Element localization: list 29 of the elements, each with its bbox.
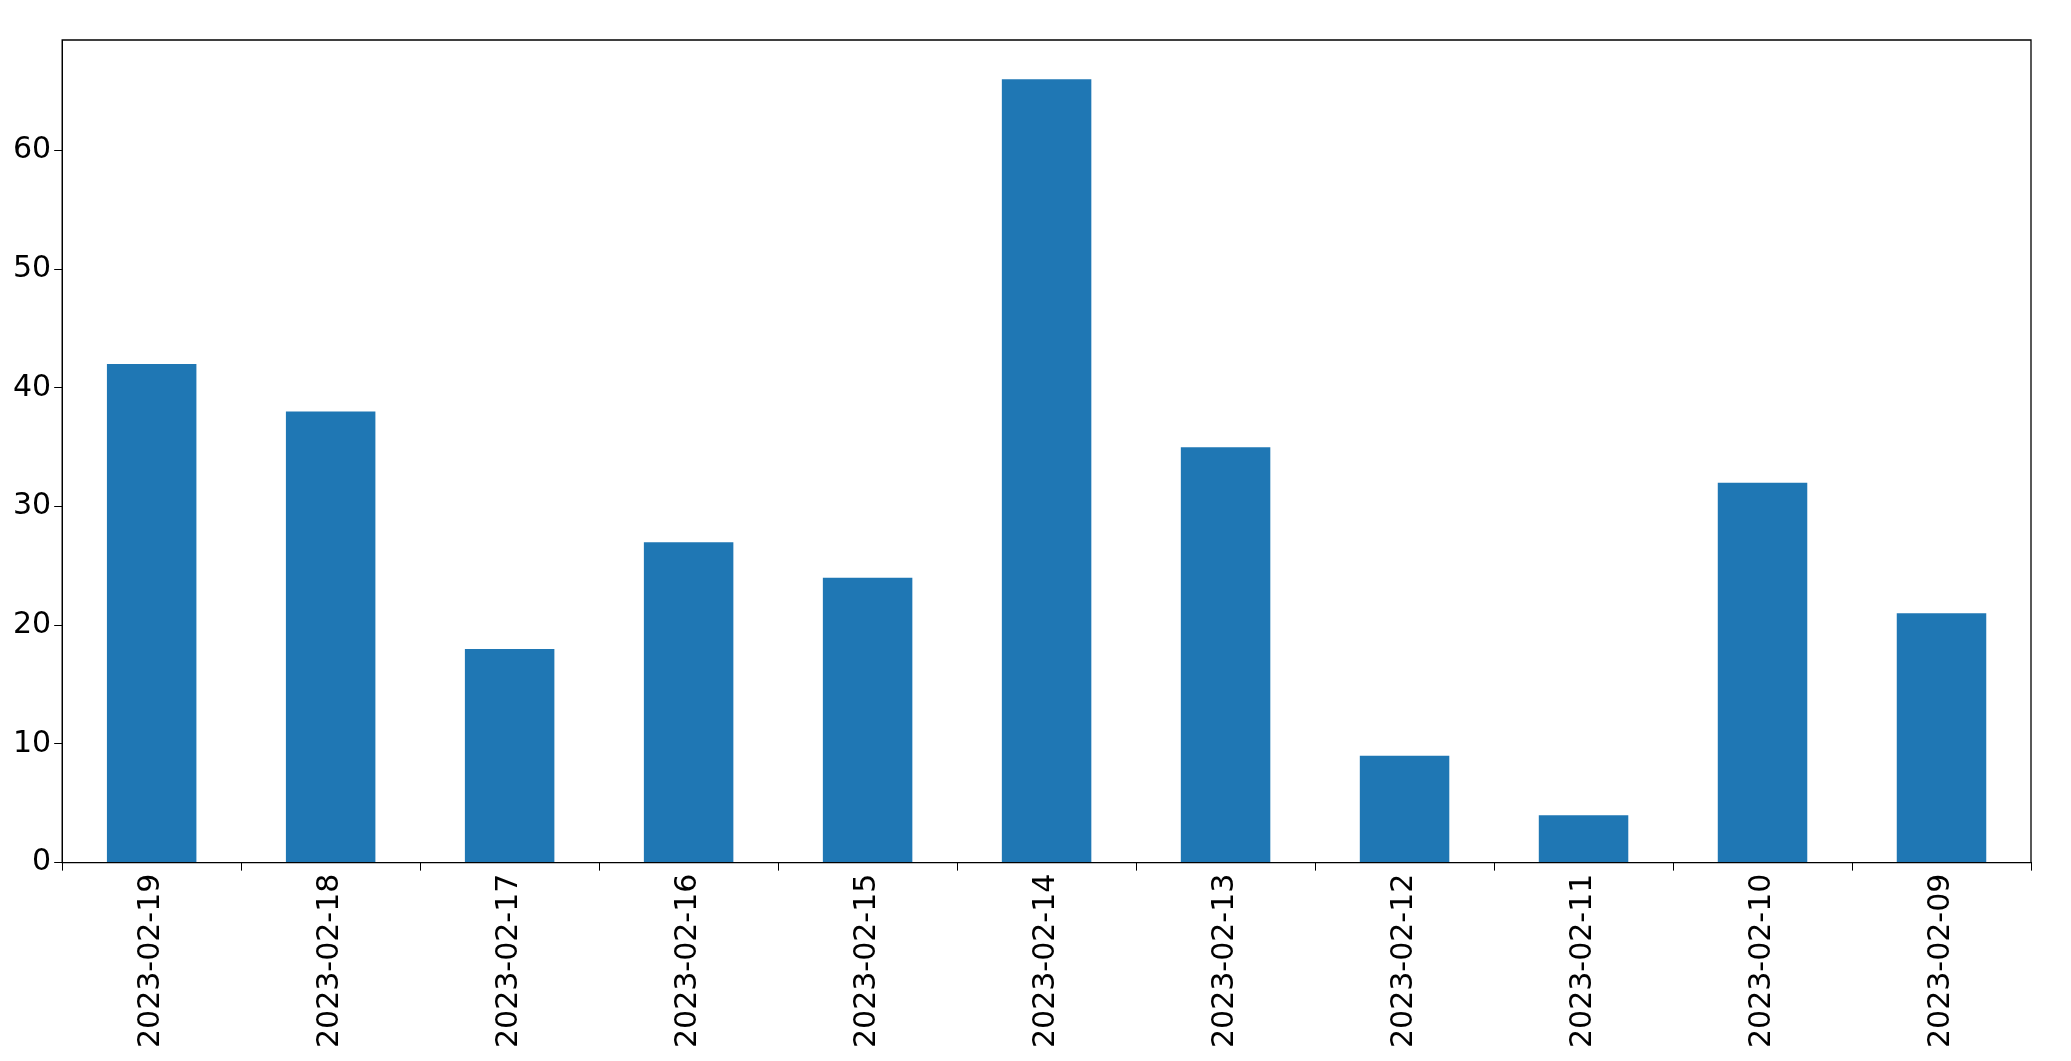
y-tick-label: 10 xyxy=(12,723,52,759)
x-tick-label: 2023-02-12 xyxy=(1384,873,1420,1049)
bar xyxy=(1359,755,1450,863)
x-tick-label: 2023-02-09 xyxy=(1921,873,1957,1049)
x-tick-label: 2023-02-17 xyxy=(489,873,525,1049)
bar xyxy=(1896,613,1987,863)
bar xyxy=(1538,815,1629,863)
y-tick-label: 40 xyxy=(12,367,52,403)
x-tick-label: 2023-02-13 xyxy=(1205,873,1241,1049)
x-tick-label: 2023-02-16 xyxy=(668,873,704,1049)
x-tick-label: 2023-02-15 xyxy=(847,873,883,1049)
bar xyxy=(643,542,734,863)
y-tick-label: 30 xyxy=(12,486,52,522)
bar xyxy=(1001,79,1092,863)
y-tick-label: 60 xyxy=(12,130,52,166)
bar xyxy=(1180,447,1271,863)
x-tick-label: 2023-02-19 xyxy=(131,873,167,1049)
bar xyxy=(285,411,376,863)
bar xyxy=(822,577,913,863)
bar xyxy=(106,364,197,863)
x-tick-label: 2023-02-10 xyxy=(1742,873,1778,1049)
y-tick-label: 50 xyxy=(12,248,52,284)
y-tick-label: 20 xyxy=(12,605,52,641)
y-tick-label: 0 xyxy=(32,842,52,878)
bar xyxy=(1717,482,1808,863)
x-tick-label: 2023-02-11 xyxy=(1563,873,1599,1049)
x-tick-label: 2023-02-14 xyxy=(1026,873,1062,1049)
bar xyxy=(464,648,555,863)
x-tick-label: 2023-02-18 xyxy=(310,873,346,1049)
